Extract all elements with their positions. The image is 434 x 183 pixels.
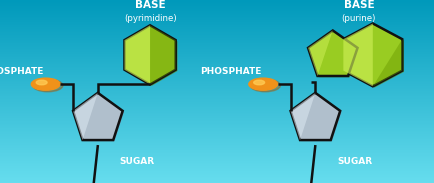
- Polygon shape: [372, 39, 401, 86]
- Text: SUGAR: SUGAR: [336, 157, 371, 166]
- Text: BASE: BASE: [135, 1, 165, 10]
- Circle shape: [248, 78, 277, 90]
- Polygon shape: [309, 32, 358, 77]
- Polygon shape: [307, 31, 332, 76]
- Circle shape: [33, 79, 63, 92]
- Polygon shape: [290, 93, 315, 140]
- Polygon shape: [74, 94, 124, 141]
- Circle shape: [253, 80, 264, 85]
- Text: PHOSPHATE: PHOSPHATE: [199, 67, 261, 76]
- Text: SUGAR: SUGAR: [119, 157, 154, 166]
- Polygon shape: [150, 25, 175, 85]
- Polygon shape: [342, 23, 401, 86]
- Polygon shape: [126, 27, 177, 86]
- Polygon shape: [290, 93, 339, 140]
- Polygon shape: [124, 25, 150, 85]
- Circle shape: [31, 78, 60, 90]
- Polygon shape: [124, 25, 175, 85]
- Text: BASE: BASE: [343, 1, 373, 10]
- Polygon shape: [73, 93, 98, 140]
- Text: (purine): (purine): [341, 14, 375, 23]
- Text: (pyrimidine): (pyrimidine): [124, 14, 176, 23]
- Polygon shape: [342, 23, 372, 86]
- Polygon shape: [344, 25, 403, 88]
- Polygon shape: [291, 94, 341, 141]
- Polygon shape: [73, 93, 122, 140]
- Polygon shape: [307, 31, 357, 76]
- Circle shape: [250, 79, 280, 92]
- Text: PHOSPHATE: PHOSPHATE: [0, 67, 44, 76]
- Circle shape: [36, 80, 47, 85]
